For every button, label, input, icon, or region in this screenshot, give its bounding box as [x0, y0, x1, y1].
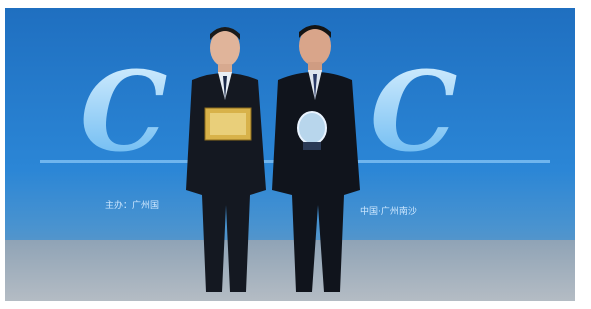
trophy-base	[303, 142, 321, 150]
backdrop-letter: C	[80, 47, 168, 176]
backdrop-letter: C	[370, 47, 458, 176]
banner-text: 中国·广州南沙	[360, 205, 417, 217]
floor	[5, 240, 575, 301]
page: {"photo": {"backdrop_letters": ["C", "C"…	[0, 0, 591, 309]
banner-text: 主办：广州国	[105, 199, 159, 211]
photo: C C 主办：广州国 中国·广州南沙	[0, 0, 591, 309]
trophy	[298, 112, 326, 144]
certificate-inner	[210, 113, 246, 135]
